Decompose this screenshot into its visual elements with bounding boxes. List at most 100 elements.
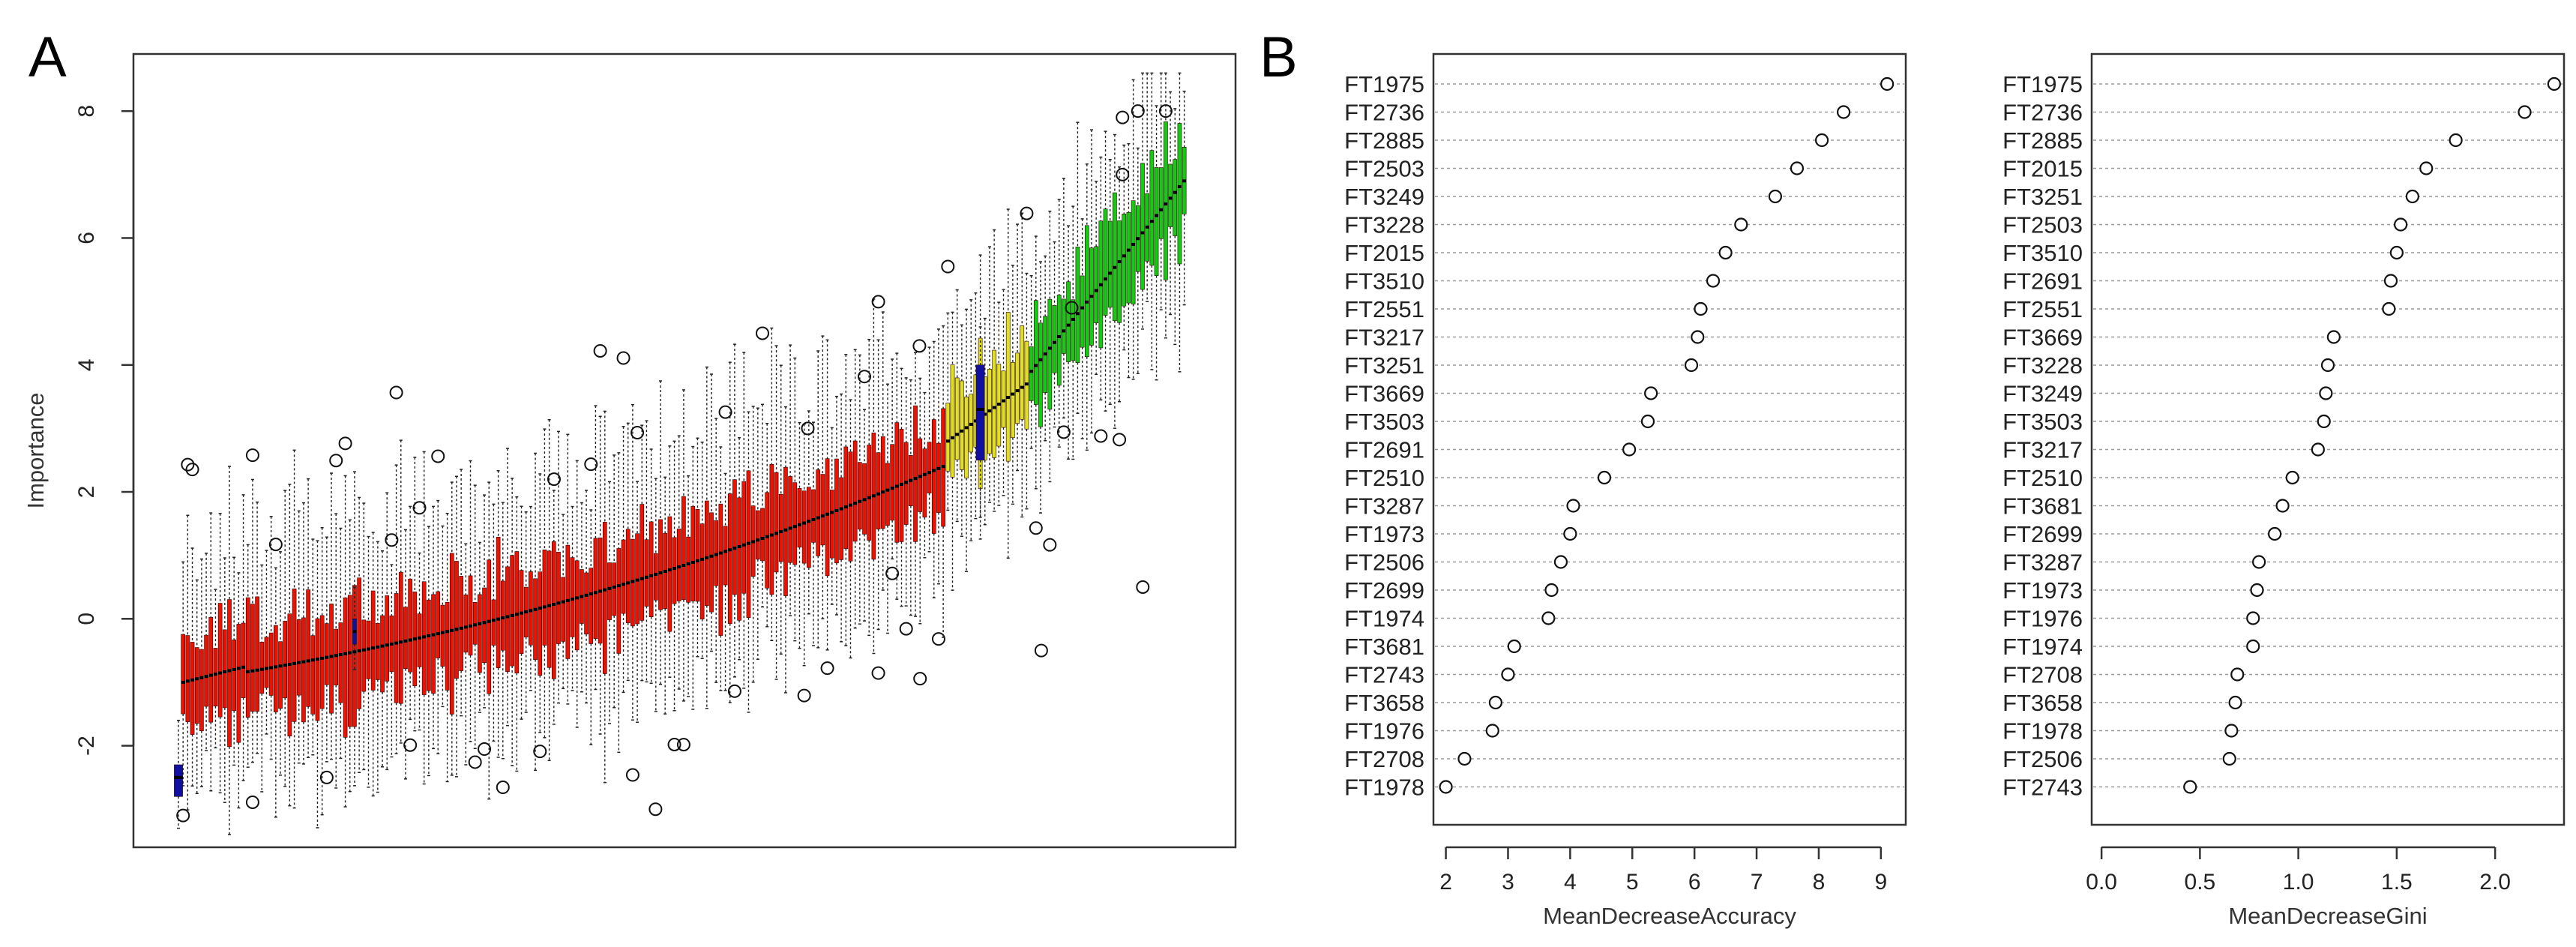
category-label: FT3510 <box>2002 240 2083 266</box>
category-label: FT3658 <box>1344 690 1424 716</box>
box-body <box>459 576 463 671</box>
data-point <box>2224 724 2239 738</box>
data-point <box>2319 386 2333 400</box>
category-label: FT1975 <box>1344 71 1424 97</box>
box-body <box>621 539 626 614</box>
category-label: FT2551 <box>1344 296 1424 322</box>
y-axis-title: Importance <box>22 392 49 508</box>
box-body <box>807 487 811 568</box>
box-body <box>686 536 690 603</box>
box-body <box>217 603 223 718</box>
box-body <box>454 561 459 679</box>
box-body <box>463 595 469 653</box>
box-body <box>602 522 607 674</box>
box-body <box>1164 121 1168 280</box>
box-body <box>778 493 783 562</box>
category-label: FT3217 <box>1344 325 1424 351</box>
box-body <box>361 619 367 692</box>
box-outlier <box>648 802 663 817</box>
box-outlier <box>403 738 418 752</box>
box-body <box>174 764 183 797</box>
box-body <box>699 523 705 619</box>
box-body <box>975 364 985 460</box>
box-outlier <box>478 742 492 757</box>
box-body <box>561 577 565 642</box>
box-body <box>1117 220 1122 323</box>
box-outlier <box>268 538 283 552</box>
box-body <box>427 599 431 691</box>
data-point <box>2317 414 2331 429</box>
box-outlier <box>245 795 259 809</box>
box-outlier <box>820 661 834 676</box>
x-tick-label: 2.0 <box>2479 870 2511 895</box>
box-outlier <box>667 737 681 751</box>
box-body <box>1168 163 1173 227</box>
box-body <box>352 585 357 727</box>
box-body <box>431 594 436 694</box>
box-body <box>310 635 316 715</box>
data-point <box>2275 499 2290 513</box>
box-body <box>1126 211 1131 304</box>
box-body <box>319 615 325 709</box>
box-body <box>593 538 598 639</box>
box-body <box>500 580 505 651</box>
x-tick-label: 7 <box>1751 870 1763 895</box>
box-body <box>1062 298 1066 354</box>
box-body <box>829 490 834 559</box>
box-body <box>445 601 450 691</box>
box-body <box>755 510 760 560</box>
box-body <box>334 628 339 686</box>
category-label: FT1976 <box>1344 718 1424 745</box>
box-body <box>380 615 385 693</box>
x-tick-label: 3 <box>1502 870 1514 895</box>
box-body <box>640 504 645 621</box>
box-body <box>556 551 561 644</box>
y-tick-label: 2 <box>74 486 99 499</box>
data-point <box>2383 274 2398 288</box>
category-label: FT2736 <box>2002 100 2083 126</box>
category-label: FT2015 <box>2002 156 2083 182</box>
box-body <box>190 642 195 735</box>
box-body <box>852 440 858 542</box>
box-body <box>1029 346 1034 401</box>
box-body <box>547 550 552 668</box>
box-body <box>440 604 445 667</box>
box-body <box>1020 325 1025 420</box>
box-outlier <box>329 454 343 468</box>
box-body <box>1131 200 1136 304</box>
category-label: FT1973 <box>2002 577 2083 604</box>
category-label: FT2506 <box>2002 746 2083 772</box>
box-body <box>538 571 543 676</box>
data-point <box>2268 526 2282 541</box>
box-body <box>589 568 594 644</box>
data-point <box>1457 751 1472 766</box>
box-body <box>1084 225 1089 358</box>
box-body <box>542 549 547 646</box>
category-label: FT3249 <box>1344 184 1424 210</box>
box-body <box>227 599 232 748</box>
box-body <box>718 503 723 636</box>
box-outlier <box>1043 538 1057 552</box>
category-label: FT2691 <box>1344 437 1424 463</box>
box-outlier <box>1065 301 1079 315</box>
category-label: FT2708 <box>1344 746 1424 772</box>
data-point <box>1684 358 1699 373</box>
box-body <box>436 591 441 658</box>
data-point <box>2311 442 2325 457</box>
x-tick-label: 0.0 <box>2086 870 2117 895</box>
data-point <box>1837 105 1851 119</box>
box-outlier <box>676 738 690 752</box>
box-body <box>723 526 728 586</box>
box-body <box>727 493 732 625</box>
category-label: FT2708 <box>2002 662 2083 688</box>
box-body <box>774 472 779 573</box>
category-label: FT2699 <box>2002 521 2083 547</box>
data-point <box>1718 245 1733 260</box>
box-outlier <box>468 755 482 769</box>
box-body <box>472 602 478 645</box>
data-point <box>1768 189 1783 204</box>
box-body <box>1015 352 1020 424</box>
data-point <box>2326 330 2341 344</box>
box-body <box>839 477 843 560</box>
data-point <box>1566 499 1580 513</box>
